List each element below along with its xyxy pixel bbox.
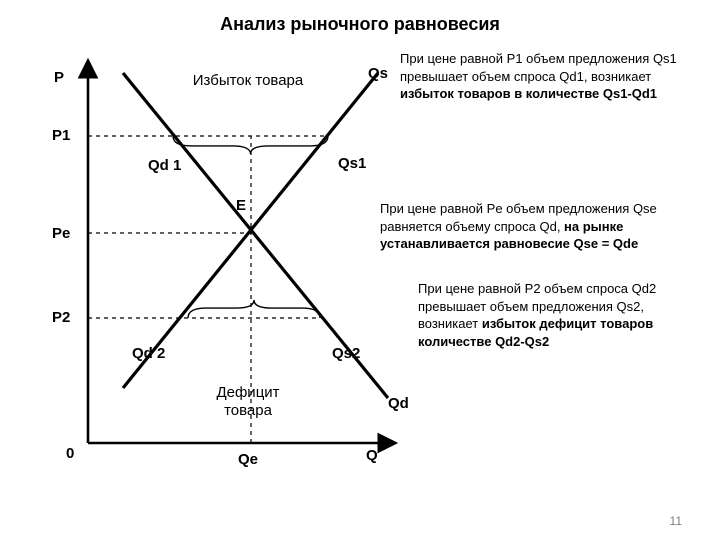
equilibrium-chart: P Q 0 P1 Pe P2 Qe Qs Qd Qd 1 Qs1 Qd 2 Qs… xyxy=(38,48,418,478)
q-axis-label: Q xyxy=(366,448,378,463)
origin-label: 0 xyxy=(66,446,74,461)
qd1-label: Qd 1 xyxy=(148,158,181,173)
deficit-label: Дефицит товара xyxy=(178,384,318,420)
pe-label: Pe xyxy=(52,226,70,241)
qd2-label: Qd 2 xyxy=(132,346,165,361)
e-point-label: E xyxy=(236,198,246,213)
surplus-label: Избыток товара xyxy=(158,72,338,90)
qe-label: Qe xyxy=(238,452,258,467)
p1-label: P1 xyxy=(52,128,70,143)
qs1-label: Qs1 xyxy=(338,156,366,171)
p-axis-label: P xyxy=(54,70,64,85)
annotation-surplus: При цене равной P1 объем предложения Qs1… xyxy=(400,50,690,103)
qs2-label: Qs2 xyxy=(332,346,360,361)
annotation-deficit: При цене равной P2 объем спроса Qd2 прев… xyxy=(418,280,698,350)
page-title: Анализ рыночного равновесия xyxy=(0,14,720,35)
page-number: 11 xyxy=(670,514,682,528)
qs-curve-label: Qs xyxy=(368,66,388,81)
annotation-equilibrium: При цене равной Pe объем предложения Qse… xyxy=(380,200,700,253)
p2-label: P2 xyxy=(52,310,70,325)
qd-curve-label: Qd xyxy=(388,396,409,411)
